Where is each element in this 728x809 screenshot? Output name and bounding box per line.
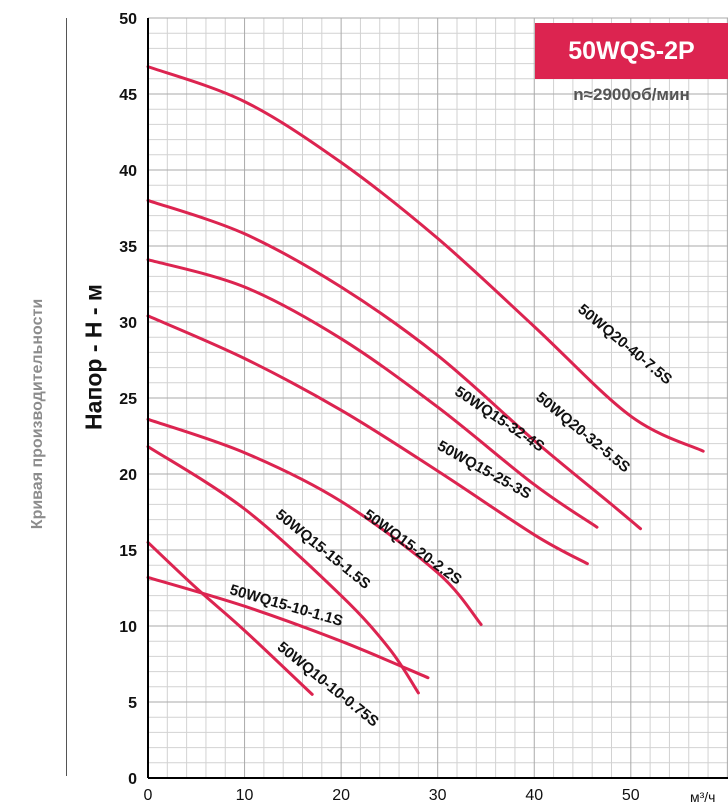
model-badge: 50WQS-2P (535, 23, 728, 79)
y-tick-label: 5 (128, 695, 137, 712)
y-tick-label: 40 (119, 163, 137, 180)
y-tick-label: 20 (119, 467, 137, 484)
x-tick-label: 40 (525, 787, 543, 804)
series-line (146, 314, 589, 566)
x-tick-label: 10 (236, 787, 254, 804)
series-line (146, 258, 599, 529)
y-tick-label: 15 (119, 543, 137, 560)
series-line (146, 198, 642, 531)
y-tick-label: 25 (119, 391, 137, 408)
series-layer (146, 65, 705, 696)
y-tick-label: 30 (119, 315, 137, 332)
speed-label: n≈2900об/мин (573, 85, 690, 104)
y-tick-label: 10 (119, 619, 137, 636)
series-line (146, 417, 483, 626)
y-tick-label: 0 (128, 771, 137, 788)
tick-labels: 0 10 20 30 40 50 0 5 10 15 20 25 30 35 40 45 50 (119, 11, 640, 804)
x-axis-unit: м³/ч (690, 789, 715, 805)
series-line (146, 65, 705, 453)
x-tick-label: 0 (144, 787, 153, 804)
y-tick-label: 50 (119, 11, 137, 28)
series-line (146, 575, 430, 680)
series-line (146, 445, 420, 695)
x-tick-label: 30 (429, 787, 447, 804)
x-tick-label: 50 (622, 787, 640, 804)
y-tick-label: 45 (119, 87, 137, 104)
side-title-rule (66, 18, 67, 776)
y-tick-label: 35 (119, 239, 137, 256)
series-line (146, 540, 314, 696)
x-tick-label: 20 (332, 787, 350, 804)
